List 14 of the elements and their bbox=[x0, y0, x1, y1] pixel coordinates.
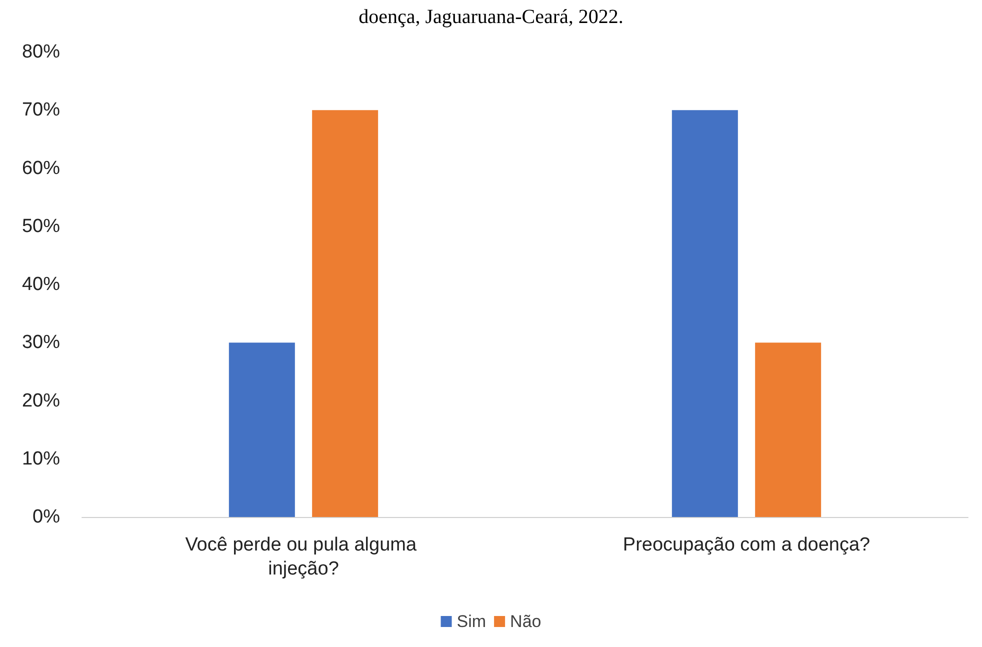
y-tick-label: 70% bbox=[22, 100, 60, 121]
chart-title: doença, Jaguaruana-Ceará, 2022. bbox=[358, 6, 624, 28]
y-tick-label: 30% bbox=[22, 332, 60, 354]
y-tick-label: 0% bbox=[32, 506, 60, 528]
y-tick-label: 50% bbox=[22, 216, 60, 237]
y-tick-label: 80% bbox=[22, 42, 60, 62]
y-tick-label: 10% bbox=[22, 448, 60, 470]
y-tick-label: 40% bbox=[22, 274, 60, 295]
x-tick-label: Preocupação com a doença? bbox=[622, 534, 870, 556]
y-tick-label: 20% bbox=[22, 390, 60, 412]
legend-label: Não bbox=[510, 612, 542, 631]
x-tick-label: Você perde ou pula alguma injeção? bbox=[185, 534, 422, 580]
legend-label: Sim bbox=[456, 612, 486, 631]
y-tick-label: 60% bbox=[22, 158, 60, 179]
